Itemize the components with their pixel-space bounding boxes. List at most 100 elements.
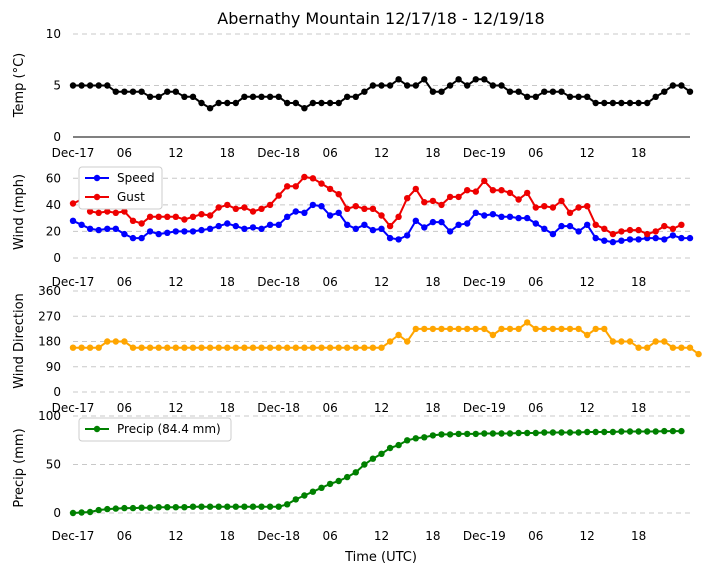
data-point [258,93,265,101]
data-point [164,229,171,236]
data-point [335,99,342,107]
data-point [661,236,668,243]
data-point [644,428,651,435]
y-tick-label: 0 [53,251,61,265]
data-point [172,504,179,511]
data-point [155,230,162,238]
data-point [618,99,625,107]
data-point [164,88,171,95]
data-point [309,175,317,182]
data-point [69,217,77,224]
panel-3: 0 90 180 270 360 Wind Direction Dec-17 06 12 18 De… [12,284,702,415]
data-point [661,338,668,345]
data-point [104,505,111,513]
data-point [652,338,659,345]
data-point [455,221,462,228]
data-point [189,503,197,510]
data-point [669,427,677,435]
data-point [412,185,419,193]
data-point [326,480,334,488]
y-tick-label: 10 [46,27,61,41]
data-point [86,225,94,232]
data-point [275,503,282,510]
data-point [481,177,488,185]
data-point [404,232,411,239]
data-point [601,237,608,244]
x-tick-label: Dec-19 [463,275,506,289]
x-tick-label: Dec-17 [52,401,95,415]
data-point [575,204,582,211]
x-tick-label: Dec-18 [257,529,300,543]
x-tick-label: 18 [220,401,235,415]
data-point [498,430,505,437]
data-point [344,93,351,101]
data-point [395,236,402,243]
y-tick-label: 100 [38,409,61,423]
data-point [686,234,694,242]
data-point [181,344,188,351]
chart-title: Abernathy Mountain 12/17/18 - 12/19/18 [217,9,544,28]
data-point [429,325,437,333]
data-point [258,205,265,212]
x-tick-label: 18 [425,401,440,415]
data-point [524,189,531,197]
data-point [541,325,548,333]
data-point [198,99,205,107]
data-point [78,509,85,516]
data-point [232,222,239,230]
data-point [472,209,479,216]
data-point [121,230,128,238]
data-point [549,88,557,95]
data-point [524,214,531,222]
data-point [541,225,548,232]
data-point [412,435,419,442]
data-point [301,492,308,499]
data-point [541,203,548,210]
data-point [164,504,171,511]
x-tick-label: 12 [168,146,183,160]
data-point [309,344,317,351]
data-point [198,226,205,234]
x-tick-label: 18 [631,275,646,289]
x-tick-label: 18 [425,529,440,543]
data-point [618,428,625,435]
data-point [95,506,102,514]
x-tick-label: 06 [117,275,132,289]
data-point [284,99,291,107]
data-point [515,325,522,333]
data-point [155,344,162,351]
y-axis-label: Temp (°C) [12,53,27,119]
data-point [326,212,334,219]
data-point [524,319,531,326]
data-point [78,82,85,89]
y-tick-label: 60 [46,171,61,185]
x-tick-label: Dec-19 [463,529,506,543]
data-point [549,204,557,211]
data-point [618,237,625,244]
data-point [592,428,599,436]
x-tick-label: Dec-17 [52,275,95,289]
data-point [652,428,659,435]
data-point [584,203,591,210]
data-point [395,76,402,83]
data-point [635,428,642,435]
legend-label: Precip (84.4 mm) [117,422,221,436]
data-point [524,429,531,437]
data-point [172,213,179,220]
data-point [481,430,488,437]
data-point [249,224,257,231]
data-point [438,218,445,226]
data-point [104,225,111,232]
data-point [318,344,325,351]
data-point [146,93,154,101]
data-point [95,344,102,351]
y-tick-label: 0 [53,506,61,520]
data-point [309,99,317,107]
x-tick-label: 12 [580,529,595,543]
data-point [609,230,617,238]
data-point [249,93,257,101]
y-tick-label: 360 [38,284,61,298]
data-point [446,228,454,235]
data-point [172,228,179,235]
